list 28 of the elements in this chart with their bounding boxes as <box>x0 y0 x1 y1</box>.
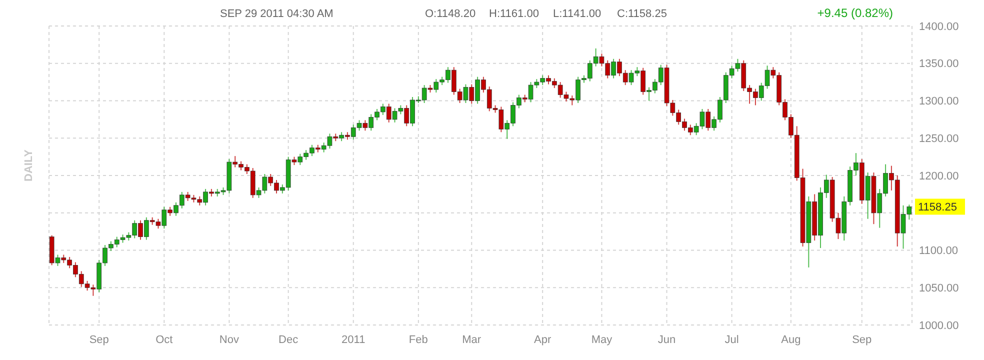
x-tick-label: May <box>591 334 613 346</box>
x-tick-label: Oct <box>156 334 173 346</box>
y-tick-label: 1400.00 <box>919 20 959 33</box>
text: O:1148.20 <box>425 8 476 20</box>
x-tick-label: Aug <box>781 334 801 346</box>
text: L:1141.00 <box>553 8 602 20</box>
x-tick-label: 2011 <box>342 334 366 346</box>
x-tick-label: Jun <box>658 334 676 346</box>
x-tick-label: Apr <box>534 334 552 346</box>
chart-subtitle: SEP 29 2011 04:30 AM <box>220 8 334 20</box>
y-tick-label: 1250.00 <box>919 132 959 145</box>
text: 1158.25 <box>918 202 957 214</box>
y-tick-label: 1200.00 <box>919 170 959 182</box>
x-tick-label: Sep <box>852 334 872 346</box>
y-tick-label: 1000.00 <box>919 320 959 332</box>
text: +9.45 (0.82%) <box>817 6 893 20</box>
text: H:1161.00 <box>489 8 539 20</box>
y-tick-label: 1050.00 <box>919 282 959 294</box>
y-tick-label: 1350.00 <box>919 58 959 70</box>
text: C:1158.25 <box>617 8 667 20</box>
x-tick-label: Sep <box>89 334 109 346</box>
y-tick-label: 1100.00 <box>919 245 958 258</box>
x-tick-label: Feb <box>408 334 428 346</box>
x-tick-label: Dec <box>278 334 299 346</box>
x-tick-label: Nov <box>219 334 240 346</box>
x-tick-label: Mar <box>462 334 482 346</box>
y-tick-label: 1300.00 <box>919 96 959 108</box>
x-tick-label: Jul <box>724 334 739 346</box>
